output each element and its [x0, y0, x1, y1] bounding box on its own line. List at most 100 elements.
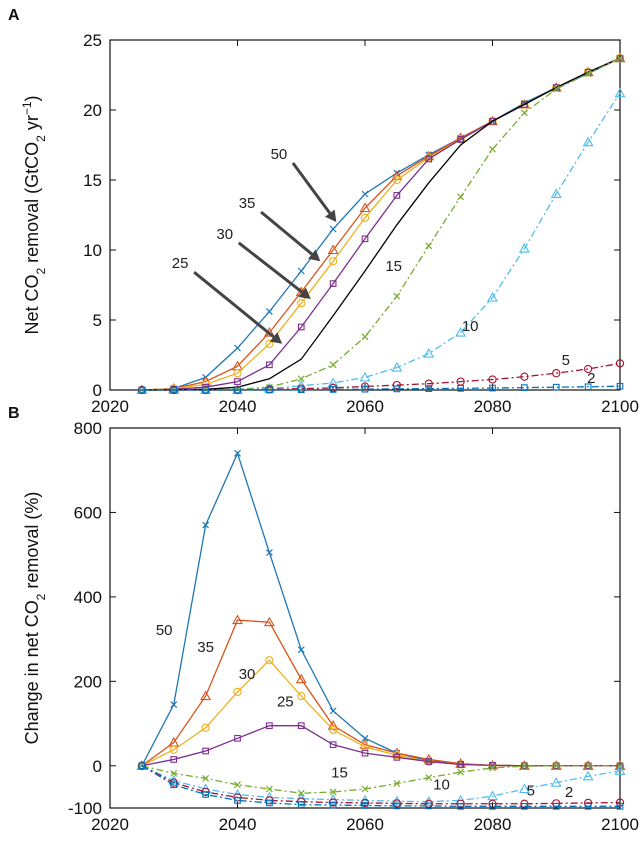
series-annotation: 25 — [172, 255, 189, 272]
data-point — [583, 68, 593, 77]
y-tick-label: 25 — [83, 31, 102, 50]
data-point — [457, 761, 464, 768]
data-point — [518, 242, 530, 253]
series-annotation: 5 — [527, 782, 535, 799]
data-point — [424, 799, 433, 808]
data-point — [393, 385, 401, 393]
data-point — [489, 764, 496, 772]
y-tick-label: 800 — [74, 419, 102, 438]
data-point — [488, 799, 497, 808]
data-point — [584, 70, 592, 78]
y-axis-label-part: 2 — [34, 268, 48, 275]
data-point — [552, 85, 560, 93]
data-point — [455, 326, 467, 337]
data-point — [297, 386, 305, 394]
y-axis-label-part: 2 — [34, 593, 48, 600]
data-point — [393, 292, 401, 300]
data-point — [393, 192, 401, 199]
annotation-arrowhead — [308, 249, 321, 262]
data-point — [392, 751, 402, 760]
data-point — [457, 384, 464, 392]
y-tick-label: 5 — [93, 311, 102, 330]
data-point — [265, 796, 274, 805]
series-line-10 — [141, 57, 621, 391]
series-annotation: 5 — [562, 352, 570, 369]
data-point — [297, 299, 306, 308]
data-point — [202, 791, 209, 798]
data-point — [233, 687, 242, 697]
data-point — [138, 386, 146, 394]
data-point — [265, 549, 273, 556]
data-point — [521, 762, 528, 770]
data-point — [584, 762, 592, 770]
panel-label-a: A — [8, 7, 20, 24]
y-tick-label: 15 — [83, 171, 102, 190]
data-point — [616, 762, 624, 770]
data-point — [488, 117, 497, 126]
y-axis-label-part: removal (%) — [22, 492, 42, 594]
data-point — [521, 802, 528, 810]
data-point — [360, 213, 370, 222]
series-line-15 — [141, 765, 620, 794]
x-tick-label: 2020 — [91, 815, 129, 834]
data-point — [425, 758, 433, 765]
data-point — [263, 616, 275, 627]
data-point — [583, 364, 593, 374]
data-point — [393, 802, 401, 810]
data-point — [297, 323, 305, 331]
data-point — [359, 202, 371, 213]
data-point — [391, 361, 403, 372]
series-annotation: 2 — [565, 784, 573, 801]
data-point — [266, 386, 273, 394]
y-tick-label: -100 — [68, 799, 102, 818]
y-tick-label: 10 — [83, 241, 102, 260]
x-tick-label: 2040 — [219, 397, 257, 416]
annotation-arrowhead — [298, 287, 311, 299]
data-point — [329, 386, 337, 393]
data-point — [457, 802, 464, 810]
annotation-arrow — [260, 210, 313, 256]
data-point — [615, 54, 625, 63]
data-point — [202, 775, 210, 782]
series-annotation: 35 — [239, 195, 256, 212]
data-point — [329, 361, 337, 369]
data-point — [582, 136, 594, 147]
data-point — [295, 673, 307, 684]
data-point — [425, 242, 433, 250]
series-line-35 — [141, 57, 621, 391]
annotation-arrowhead — [324, 209, 337, 222]
x-tick-label: 2080 — [474, 815, 512, 834]
data-point — [297, 801, 305, 808]
x-tick-label: 2040 — [219, 815, 257, 834]
data-point — [552, 369, 561, 378]
data-point — [234, 797, 241, 804]
y-tick-label: 400 — [74, 588, 102, 607]
x-tick-label: 2020 — [91, 397, 129, 416]
series-line-2 — [141, 765, 620, 807]
data-point — [137, 761, 147, 770]
data-point — [361, 235, 369, 243]
data-point — [520, 109, 528, 117]
series-line-base — [141, 385, 621, 391]
y-axis-label-part: 2 — [34, 135, 48, 142]
data-point — [616, 802, 624, 810]
data-point — [328, 383, 338, 393]
data-point — [425, 155, 433, 163]
data-point — [328, 725, 338, 735]
data-point — [202, 747, 209, 755]
data-point — [521, 384, 528, 391]
data-point — [265, 785, 273, 793]
data-point — [201, 723, 210, 732]
y-tick-label: 200 — [74, 672, 102, 691]
y-tick-label: 0 — [93, 757, 102, 776]
data-point — [550, 188, 562, 199]
y-axis-label-part: removal (GtCO — [22, 142, 42, 268]
y-axis-label-part: ) — [22, 95, 42, 101]
data-point — [361, 734, 369, 742]
data-point — [359, 371, 371, 382]
series-annotation: 2 — [587, 370, 595, 387]
data-point — [424, 153, 433, 162]
data-point — [265, 339, 274, 348]
series-annotation: 50 — [271, 146, 288, 163]
